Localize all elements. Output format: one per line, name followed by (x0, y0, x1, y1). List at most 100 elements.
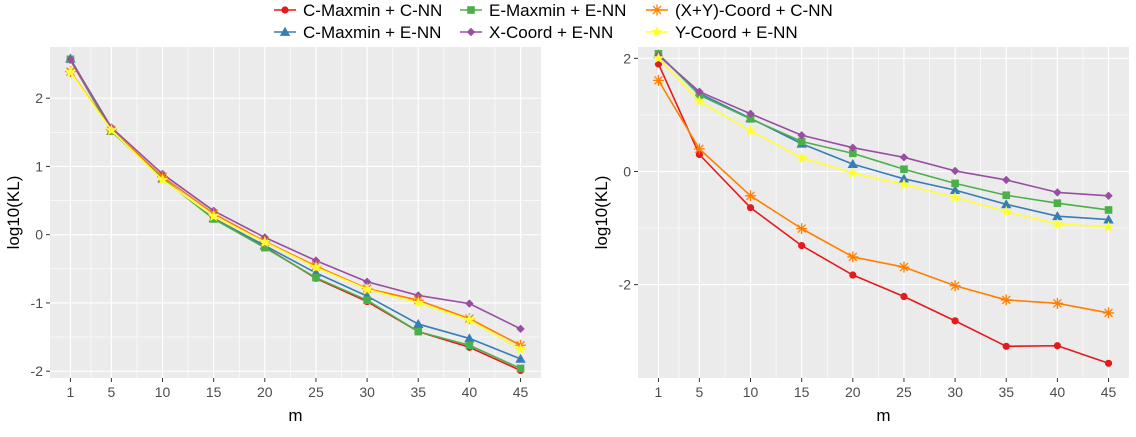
data-point (849, 271, 857, 279)
y-tick-label: -1 (31, 295, 44, 311)
x-tick-label: 35 (998, 384, 1014, 400)
legend-key-marker (467, 6, 475, 14)
data-point (261, 243, 269, 252)
series-line (69, 71, 521, 346)
data-point (898, 173, 910, 183)
data-point (1104, 359, 1113, 367)
series-line (69, 58, 521, 330)
data-point (207, 210, 220, 222)
data-point (951, 179, 959, 188)
legend-key-marker (466, 27, 476, 37)
legend-item: C-Maxmin + E-NN (274, 23, 441, 42)
data-point (412, 296, 424, 308)
data-point (1053, 342, 1061, 350)
legend-label: C-Maxmin + E-NN (303, 23, 441, 42)
x-tick-label: 20 (257, 384, 273, 400)
data-point (848, 143, 858, 152)
x-axis-title: m (876, 406, 890, 425)
data-point (1002, 191, 1011, 200)
series-line (69, 71, 521, 351)
data-point (463, 313, 476, 325)
data-point (465, 299, 474, 308)
x-tick-label: 45 (1101, 384, 1117, 400)
data-point (796, 223, 808, 235)
data-point (1002, 175, 1011, 185)
legend-key-marker (279, 26, 291, 36)
data-point (516, 364, 525, 373)
data-point (654, 60, 663, 68)
data-point (899, 153, 909, 162)
data-point (514, 343, 527, 355)
data-point (695, 87, 704, 96)
x-tick-label: 1 (655, 384, 663, 400)
data-point (847, 251, 859, 263)
series (64, 66, 527, 355)
data-point (310, 261, 322, 273)
legend-item: X-Coord + E-NN (460, 23, 613, 42)
y-tick-label: 0 (623, 163, 631, 179)
series-line (657, 79, 1109, 314)
series-line (657, 53, 1109, 221)
data-point (949, 280, 961, 292)
x-tick-label: 25 (308, 384, 324, 400)
x-tick-label: 10 (743, 384, 759, 400)
x-tick-label: 30 (947, 384, 963, 400)
series-line (657, 53, 1109, 211)
data-point (464, 333, 475, 343)
y-axis-title: log10(KL) (4, 176, 23, 250)
data-point (695, 150, 703, 159)
series (652, 74, 1115, 319)
data-point (652, 74, 664, 86)
data-point (798, 242, 806, 250)
data-point (795, 151, 808, 163)
legend-label: E-Maxmin + E-NN (489, 1, 626, 20)
x-tick-label: 15 (794, 384, 810, 400)
data-point (744, 124, 757, 136)
series-line (657, 63, 1109, 365)
x-axis-title: m (288, 406, 302, 425)
y-tick-label: -2 (31, 363, 44, 379)
x-tick-label: 15 (206, 384, 222, 400)
legend-key-marker (651, 4, 663, 16)
y-tick-label: -2 (619, 277, 632, 293)
data-point (1053, 188, 1062, 197)
legend-item: (X+Y)-Coord + C-NN (646, 1, 833, 20)
series (652, 52, 1115, 232)
data-point (66, 55, 75, 64)
data-point (105, 124, 118, 136)
data-point (746, 115, 755, 123)
y-axis-title: log10(KL) (592, 176, 611, 250)
data-point (746, 204, 755, 212)
data-point (414, 327, 423, 336)
legend-label: Y-Coord + E-NN (675, 23, 798, 42)
legend-item: Y-Coord + E-NN (646, 23, 798, 42)
data-point (949, 184, 961, 195)
legend-key-marker (281, 6, 289, 14)
x-tick-label: 10 (155, 384, 171, 400)
legend-label: X-Coord + E-NN (489, 23, 613, 42)
x-tick-label: 20 (845, 384, 861, 400)
data-point (515, 353, 526, 363)
data-point (652, 52, 665, 64)
data-point (1000, 205, 1012, 217)
data-point (516, 324, 525, 334)
data-point (693, 95, 706, 107)
data-point (64, 66, 77, 78)
data-point (363, 296, 371, 304)
data-point (1103, 214, 1114, 224)
legend: C-Maxmin + C-NN E-Maxmin + E-NN (X+Y)-Coor… (274, 1, 833, 42)
x-tick-label: 40 (1050, 384, 1066, 400)
x-tick-label: 45 (513, 384, 529, 400)
x-tick-label: 5 (107, 384, 115, 400)
data-point (1000, 294, 1012, 306)
y-tick-label: 1 (35, 158, 43, 174)
x-tick-label: 1 (67, 384, 75, 400)
data-point (1103, 307, 1115, 319)
data-point (1053, 199, 1062, 207)
legend-label: (X+Y)-Coord + C-NN (675, 1, 833, 20)
series (654, 60, 1113, 367)
data-point (900, 165, 908, 174)
data-point (1102, 220, 1115, 232)
